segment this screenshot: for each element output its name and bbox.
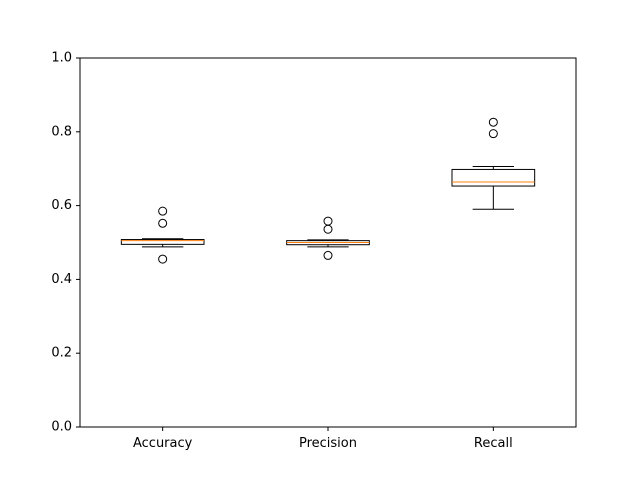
y-tick-label: 0.4	[51, 272, 72, 287]
y-tick-label: 0.8	[51, 124, 72, 139]
box-group-accuracy	[120, 206, 205, 264]
box	[451, 168, 536, 187]
axes-frame	[79, 57, 577, 428]
y-tick-label: 0.2	[51, 346, 72, 361]
outlier-point	[323, 250, 333, 260]
x-axis: Accuracy Precision Recall	[133, 427, 513, 451]
outlier-point	[488, 129, 498, 139]
outlier-point	[158, 218, 168, 228]
box-group-recall	[451, 117, 536, 210]
x-tick-label: Recall	[474, 436, 513, 451]
y-axis: 0.0 0.2 0.4 0.6 0.8 1.0	[51, 51, 80, 435]
box	[120, 239, 205, 245]
box-group-precision	[286, 216, 370, 260]
outlier-point	[158, 254, 168, 264]
outlier-point	[488, 117, 498, 127]
x-tick-label: Precision	[299, 436, 357, 451]
outlier-point	[323, 224, 333, 234]
chart-marks	[120, 117, 536, 264]
outlier-point	[158, 206, 168, 216]
y-tick-label: 0.6	[51, 198, 72, 213]
y-tick-label: 0.0	[51, 420, 72, 435]
y-tick-label: 1.0	[51, 51, 72, 66]
x-tick-label: Accuracy	[133, 436, 193, 451]
